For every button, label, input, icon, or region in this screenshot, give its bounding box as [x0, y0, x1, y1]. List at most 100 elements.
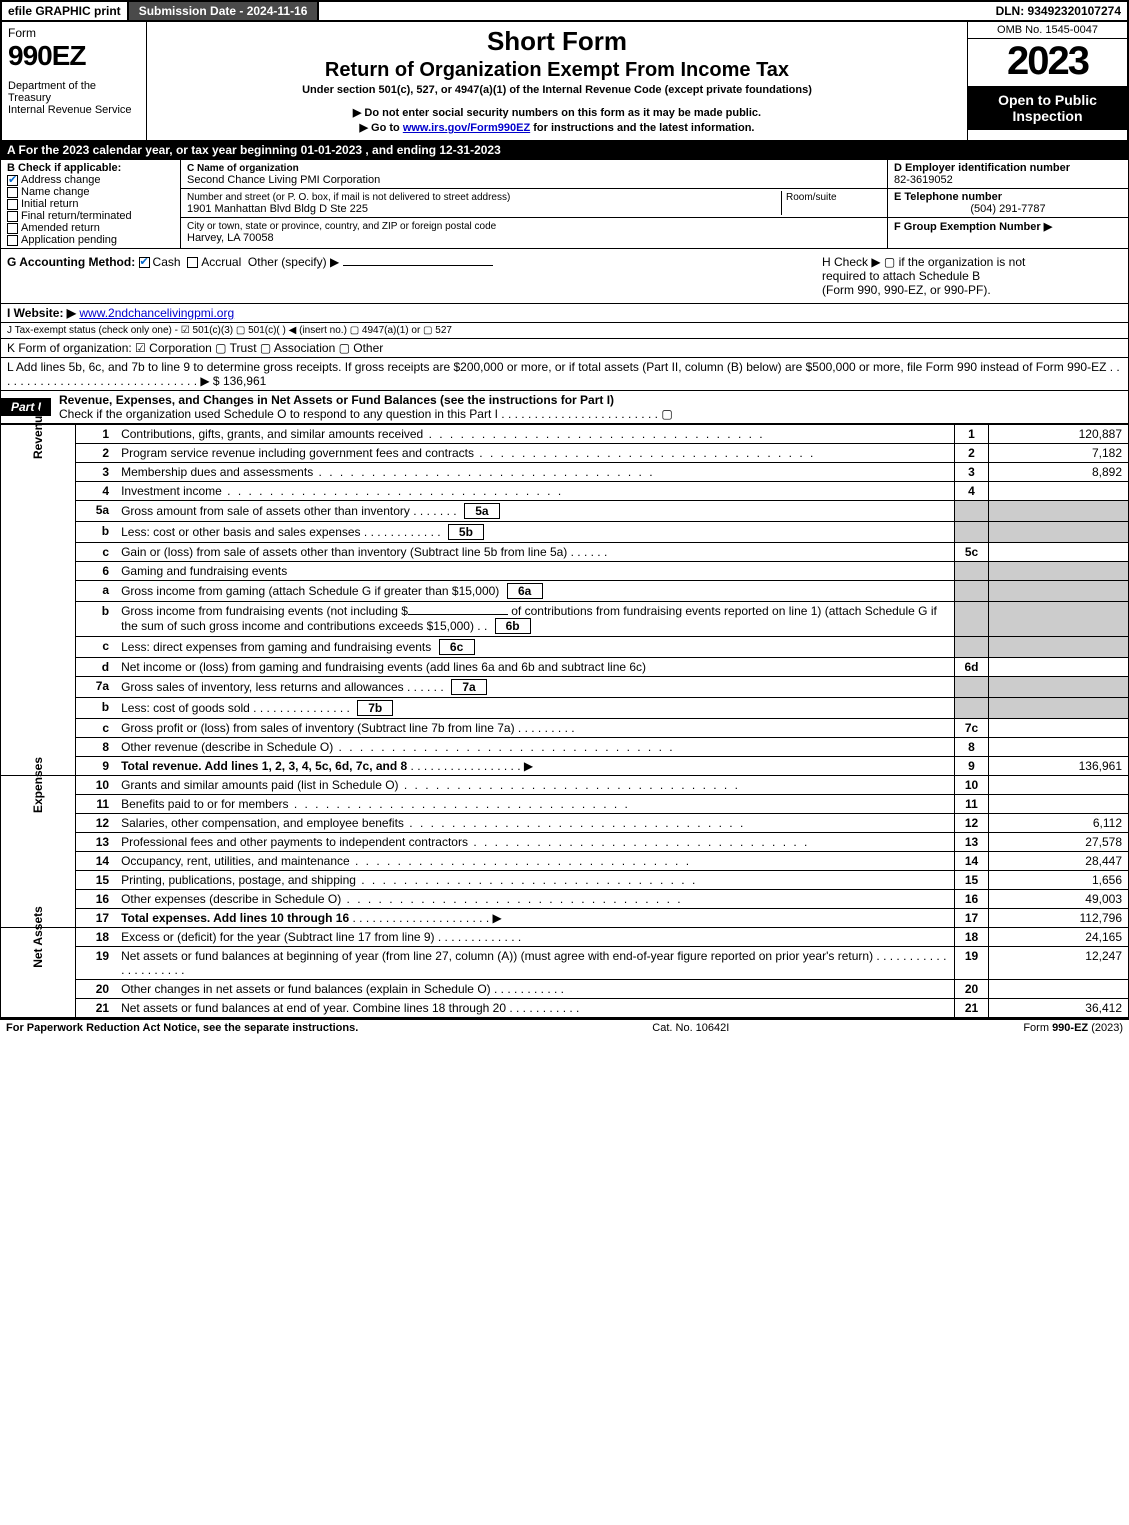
ln6c-desc: Less: direct expenses from gaming and fu…: [115, 637, 954, 658]
side-netassets: Net Assets: [1, 928, 76, 1018]
ln2-amt: 7,182: [989, 444, 1129, 463]
ln18-box: 18: [955, 928, 989, 947]
ln10-box: 10: [955, 776, 989, 795]
c-city-label: City or town, state or province, country…: [187, 221, 496, 232]
header-center: Short Form Return of Organization Exempt…: [147, 22, 967, 140]
checkbox-icon: [187, 257, 198, 268]
short-form-title: Short Form: [153, 26, 961, 57]
ln1-desc: Contributions, gifts, grants, and simila…: [115, 425, 954, 444]
part1-header: Part I Revenue, Expenses, and Changes in…: [0, 391, 1129, 424]
website-link[interactable]: www.2ndchancelivingpmi.org: [79, 306, 234, 320]
ln5a-box: [955, 501, 989, 522]
ln6b-ibox: 6b: [495, 618, 531, 634]
ln8-amt: [989, 738, 1129, 757]
ln6a-no: a: [75, 581, 115, 602]
ln5c-desc: Gain or (loss) from sale of assets other…: [115, 543, 954, 562]
ln6b-box: [955, 602, 989, 637]
dept-irs: Internal Revenue Service: [8, 104, 140, 116]
form-ref: Form 990-EZ (2023): [1023, 1022, 1123, 1034]
ln20-no: 20: [75, 980, 115, 999]
ln7b-desc: Less: cost of goods sold . . . . . . . .…: [115, 698, 954, 719]
j-tax-exempt: J Tax-exempt status (check only one) - ☑…: [0, 322, 1129, 338]
ln21-desc: Net assets or fund balances at end of ye…: [115, 999, 954, 1018]
ln5c-amt: [989, 543, 1129, 562]
ln6-amt: [989, 562, 1129, 581]
chk-amended-return[interactable]: Amended return: [7, 222, 174, 234]
other-specify-line: [343, 265, 493, 266]
ln11-amt: [989, 795, 1129, 814]
ln6-box: [955, 562, 989, 581]
top-bar: efile GRAPHIC print Submission Date - 20…: [0, 0, 1129, 22]
ln15-box: 15: [955, 871, 989, 890]
chk-name-change[interactable]: Name change: [7, 186, 174, 198]
part1-title: Revenue, Expenses, and Changes in Net As…: [51, 391, 1128, 423]
chk-final-return[interactable]: Final return/terminated: [7, 210, 174, 222]
ln13-box: 13: [955, 833, 989, 852]
efile-print[interactable]: efile GRAPHIC print: [2, 2, 129, 20]
header-right: OMB No. 1545-0047 2023 Open to Public In…: [967, 22, 1127, 140]
identity-block: B Check if applicable: Address change Na…: [0, 160, 1129, 248]
gh-row: G Accounting Method: Cash Accrual Other …: [0, 248, 1129, 303]
ln17-box: 17: [955, 909, 989, 928]
ln8-desc: Other revenue (describe in Schedule O): [115, 738, 954, 757]
col-def: D Employer identification number 82-3619…: [888, 160, 1128, 248]
l-text: L Add lines 5b, 6c, and 7b to line 9 to …: [7, 360, 1120, 388]
ln9-amt: 136,961: [989, 757, 1129, 776]
ln2-no: 2: [75, 444, 115, 463]
ssn-warning: ▶ Do not enter social security numbers o…: [153, 106, 961, 119]
checkbox-icon: [7, 175, 18, 186]
g-accrual: Accrual: [201, 255, 241, 269]
checkbox-icon: [7, 211, 18, 222]
checkbox-icon: [139, 257, 150, 268]
ln16-amt: 49,003: [989, 890, 1129, 909]
ln11-box: 11: [955, 795, 989, 814]
chk-address-change[interactable]: Address change: [7, 174, 174, 186]
ln20-desc: Other changes in net assets or fund bala…: [115, 980, 954, 999]
chk-initial-return[interactable]: Initial return: [7, 198, 174, 210]
ln9-no: 9: [75, 757, 115, 776]
ln12-no: 12: [75, 814, 115, 833]
ln5c-no: c: [75, 543, 115, 562]
b-title: B Check if applicable:: [7, 162, 174, 174]
ln12-desc: Salaries, other compensation, and employ…: [115, 814, 954, 833]
ln5b-box: [955, 522, 989, 543]
ln14-desc: Occupancy, rent, utilities, and maintena…: [115, 852, 954, 871]
ln7a-no: 7a: [75, 677, 115, 698]
ln16-desc: Other expenses (describe in Schedule O): [115, 890, 954, 909]
ln20-box: 20: [955, 980, 989, 999]
g-accounting: G Accounting Method: Cash Accrual Other …: [7, 255, 822, 297]
ln6b-desc: Gross income from fundraising events (no…: [115, 602, 954, 637]
dept-treasury: Department of the Treasury: [8, 80, 140, 104]
cat-no: Cat. No. 10642I: [358, 1022, 1023, 1034]
ln4-amt: [989, 482, 1129, 501]
ln10-no: 10: [75, 776, 115, 795]
ln7a-box: [955, 677, 989, 698]
ln13-amt: 27,578: [989, 833, 1129, 852]
irs-link[interactable]: www.irs.gov/Form990EZ: [403, 122, 530, 134]
ln6c-amt: [989, 637, 1129, 658]
header-left: Form 990EZ Department of the Treasury In…: [2, 22, 147, 140]
ln8-no: 8: [75, 738, 115, 757]
ln6c-box: [955, 637, 989, 658]
c-name-label: C Name of organization: [187, 163, 299, 174]
part1-title-text: Revenue, Expenses, and Changes in Net As…: [59, 393, 614, 407]
ln15-no: 15: [75, 871, 115, 890]
c-street-block: Number and street (or P. O. box, if mail…: [181, 189, 887, 218]
room-suite-label: Room/suite: [786, 192, 837, 203]
submission-date: Submission Date - 2024-11-16: [129, 2, 320, 20]
ln9-box: 9: [955, 757, 989, 776]
part1-check-line: Check if the organization used Schedule …: [59, 407, 673, 421]
side-revenue: Revenue: [1, 425, 76, 776]
i-website-row: I Website: ▶ www.2ndchancelivingpmi.org: [0, 303, 1129, 322]
chk-application-pending[interactable]: Application pending: [7, 234, 174, 246]
ln7c-box: 7c: [955, 719, 989, 738]
ln9-desc: Total revenue. Add lines 1, 2, 3, 4, 5c,…: [115, 757, 954, 776]
tax-year: 2023: [968, 39, 1127, 84]
c-city-block: City or town, state or province, country…: [181, 218, 887, 246]
org-city: Harvey, LA 70058: [187, 232, 274, 244]
ln13-no: 13: [75, 833, 115, 852]
side-expenses: Expenses: [1, 776, 76, 928]
ln18-desc: Excess or (deficit) for the year (Subtra…: [115, 928, 954, 947]
ln7b-no: b: [75, 698, 115, 719]
ln8-box: 8: [955, 738, 989, 757]
